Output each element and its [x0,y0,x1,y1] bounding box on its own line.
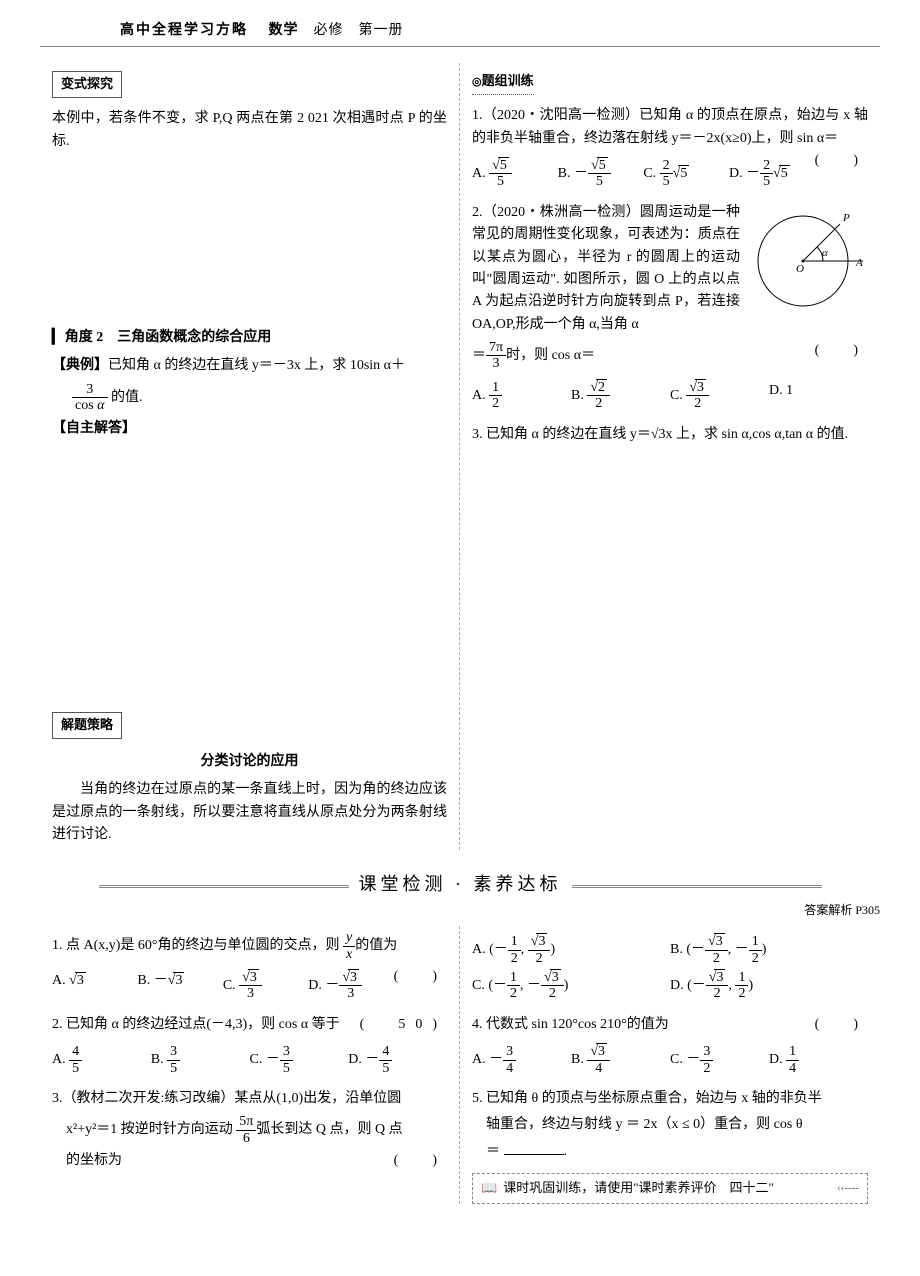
q2-B: B. 22 [571,378,670,414]
lower-left-col: 1. 点 A(x,y)是 60°角的终边与单位圆的交点，则 yx的值为 ( ) … [40,926,460,1204]
example-frac: 3cos α 的值. [52,382,447,414]
bl-q1: 1. 点 A(x,y)是 60°角的终边与单位圆的交点，则 yx的值为 [52,930,447,962]
q2-A: A. 12 [472,378,571,414]
footer-text: 课时巩固训练，请使用"课时素养评价 四十二" [503,1178,774,1199]
answer-ref: 答案解析 P305 [40,901,880,920]
left-p1: 本例中，若条件不变，求 P,Q 两点在第 2 021 次相遇时点 P 的坐标. [52,108,447,153]
bl-q1-options: A. 3 B. －3 C. 33 D. －33 [52,968,394,1004]
q2-options: A. 12 B. 22 C. 32 D. 1 [472,378,868,414]
series-title: 高中全程学习方略 [120,23,248,38]
upper-left-col: 变式探究 本例中，若条件不变，求 P,Q 两点在第 2 021 次相遇时点 P … [40,63,460,850]
br-q5b: 轴重合，终边与射线 y ＝ 2x（x ≤ 0）重合，则 cos θ [472,1114,868,1136]
bl1-C: C. 33 [223,968,308,1004]
bl-q2-options: A. 45 B. 35 C. －35 D. －45 [52,1042,447,1078]
bl-q3d: 的坐标为( ) [52,1150,447,1172]
box-training: ◎题组训练 [472,71,534,95]
self-answer: 【自主解答】 [52,418,447,440]
upper-right-col: ◎题组训练 1.（2020・沈阳高一检测）已知角 α 的顶点在原点，始边与 x … [460,63,880,850]
q3: 3. 已知角 α 的终边在直线 y＝√3x 上，求 sin α,cos α,ta… [472,424,868,446]
q1-D: D. －255 [729,156,815,192]
q1-A: A. 55 [472,156,558,192]
q1-options: A. 55 B. －55 C. 255 D. －255 [472,156,815,192]
br4-C: C. －32 [670,1042,769,1078]
br3-D: D. (－32, 12) [670,968,868,1004]
bl1-D: D. －33 [308,968,393,1004]
br4-A: A. －34 [472,1042,571,1078]
footer-note: 课时巩固训练，请使用"课时素养评价 四十二" ‹‹---- [472,1173,868,1204]
diagram-alpha: α [822,247,828,259]
bl2-A: A. 45 [52,1042,151,1078]
diagram-O: O [796,263,804,275]
br3-B: B. (－32, －12) [670,932,868,968]
br4-D: D. 14 [769,1042,868,1078]
br4-B: B. 34 [571,1042,670,1078]
br3-C: C. (－12, －32) [472,968,670,1004]
box-variant-explore: 变式探究 [52,71,122,98]
bl-q3a: 3.（教材二次开发:练习改编）某点从(1,0)出发，沿单位圆 [52,1088,447,1110]
bl-q3b: x²+y²＝1 按逆时针方向运动 5π6弧长到达 Q 点，则 Q 点 [52,1114,447,1146]
q1: 1.（2020・沈阳高一检测）已知角 α 的顶点在原点，始边与 x 轴的非负半轴… [472,105,868,150]
book-icon [481,1178,497,1199]
lower-right-col: A. (－12, 32) B. (－32, －12) C. (－12, －32)… [460,926,880,1204]
br-q4-options: A. －34 B. 34 C. －32 D. 14 [472,1042,868,1078]
box-strategy: 解题策略 [52,712,122,739]
bl2-B: B. 35 [151,1042,250,1078]
q2-tail: ＝7π3时，则 cos α＝( ) [472,340,868,372]
bl2-C: C. －35 [250,1042,349,1078]
strategy-title: 分类讨论的应用 [52,751,447,773]
diagram-P: P [842,212,850,224]
q2-D: D. 1 [769,378,868,414]
subject: 数学 必修 第一册 [254,23,404,38]
br-q3-options: A. (－12, 32) B. (－32, －12) C. (－12, －32)… [472,932,868,1004]
section-divider: 课堂检测 · 素养达标 [40,870,880,899]
page-header: 高中全程学习方略 数学 必修 第一册 [40,20,880,47]
br-q4: 4. 代数式 sin 120°cos 210°的值为( ) [472,1014,868,1036]
upper-columns: 变式探究 本例中，若条件不变，求 P,Q 两点在第 2 021 次相遇时点 P … [40,63,880,850]
example: 【典例】已知角 α 的终边在直线 y＝－3x 上，求 10sin α＋ [52,355,447,377]
br3-A: A. (－12, 32) [472,932,670,968]
bl2-D: D. －45 [348,1042,447,1078]
br-q5c: ＝ . [472,1141,868,1163]
arrow-icon: ‹‹---- [837,1180,859,1198]
br-q5a: 5. 已知角 θ 的顶点与坐标原点重合，始边与 x 轴的非负半 [472,1088,868,1110]
strategy-body: 当角的终边在过原点的某一条直线上时，因为角的终边应该是过原点的一条射线，所以要注… [52,779,447,846]
q1-C: C. 255 [643,156,729,192]
bl1-B: B. －3 [137,968,222,1004]
diagram-A: A [855,257,863,269]
angle-heading: 角度 2 三角函数概念的综合应用 [52,327,447,349]
q1-B: B. －55 [558,156,644,192]
q2-C: C. 32 [670,378,769,414]
bl-q2: 2. 已知角 α 的终边经过点(－4,3)，则 cos α 等于( 50) [52,1014,447,1036]
bl1-A: A. 3 [52,968,137,1004]
circular-motion-diagram: O A P α [748,206,868,316]
lower-columns: 1. 点 A(x,y)是 60°角的终边与单位圆的交点，则 yx的值为 ( ) … [40,926,880,1204]
